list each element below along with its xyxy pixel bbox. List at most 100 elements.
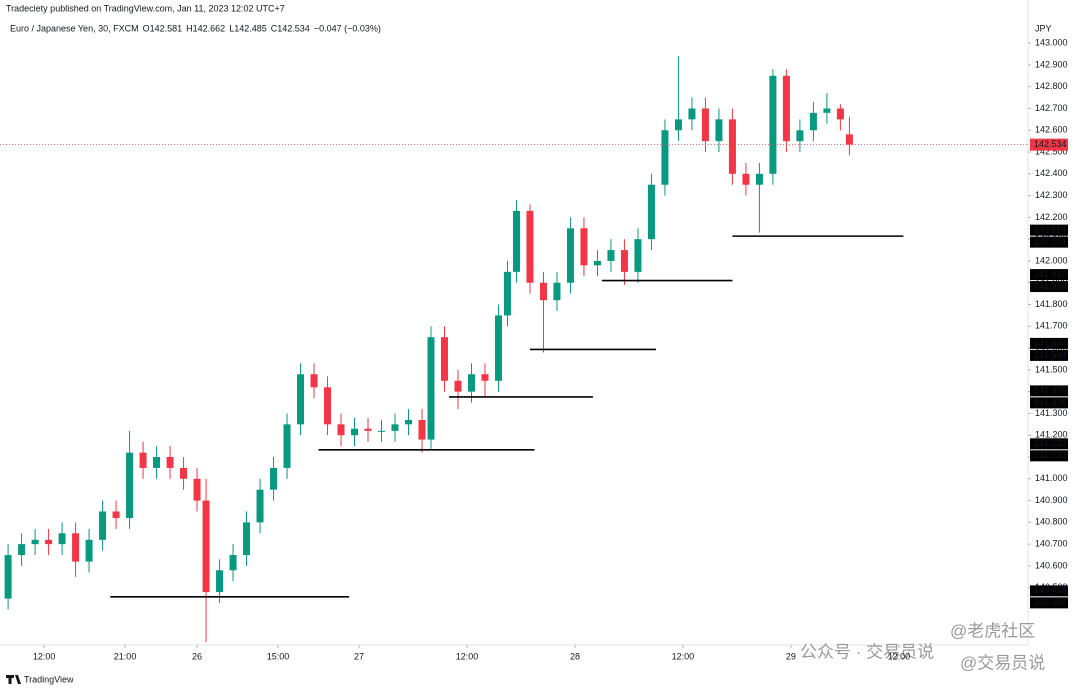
candle-body <box>418 419 426 440</box>
candle-body <box>297 374 305 425</box>
legend-value: 142.662 <box>193 23 226 33</box>
x-tick-label: 28 <box>570 651 580 661</box>
candle-body <box>85 539 93 562</box>
candle-body <box>31 539 39 545</box>
y-tick-label: 140.800 <box>1035 517 1068 527</box>
candle-body <box>193 478 201 501</box>
y-tick-label: 140.700 <box>1035 539 1068 549</box>
price-tag-label: 142.114 <box>1034 237 1066 247</box>
candle-body <box>256 489 264 523</box>
price-tag <box>1030 269 1068 281</box>
candle-body <box>823 108 831 113</box>
y-tick-label: 142.200 <box>1035 212 1068 222</box>
legend-key: O <box>143 23 150 33</box>
price-tag <box>1030 281 1068 293</box>
candle-body <box>324 387 332 425</box>
candle-body <box>4 555 12 599</box>
candle-body <box>796 130 804 142</box>
legend-key: L <box>229 23 234 33</box>
candle-body <box>688 108 696 120</box>
candle-body <box>647 184 655 240</box>
candle-body <box>539 282 547 301</box>
y-tick-label: 141.000 <box>1035 473 1068 483</box>
price-tag-label: 141.594 <box>1034 350 1067 360</box>
y-tick-label: 141.300 <box>1035 408 1068 418</box>
price-tag-label: 141.376 <box>1034 397 1067 407</box>
candle-body <box>229 555 237 571</box>
candle-body <box>202 500 210 593</box>
watermark: 公众号 · 交易员说 <box>800 642 934 661</box>
candle-body <box>166 457 174 468</box>
x-tick-label: 27 <box>354 651 364 661</box>
legend-key: C <box>271 23 278 33</box>
price-tag-label: 141.133 <box>1034 450 1067 460</box>
x-tick-label: 12:00 <box>672 651 695 661</box>
legend-value: 142.485 <box>234 23 267 33</box>
x-tick-label: 12:00 <box>33 651 56 661</box>
price-tag-label: 141.910 <box>1034 281 1067 291</box>
y-tick-label: 141.800 <box>1035 299 1068 309</box>
price-tag-label: 141.910 <box>1034 269 1067 279</box>
brand: TradingView <box>24 674 74 684</box>
y-tick-label: 142.400 <box>1035 168 1068 178</box>
candle-body <box>427 337 435 440</box>
price-tag <box>1030 236 1068 248</box>
y-tick-label: 143.000 <box>1035 38 1068 48</box>
candle-body <box>364 428 372 431</box>
price-tag <box>1030 397 1068 409</box>
x-tick-label: 29 <box>786 651 796 661</box>
price-tag <box>1030 585 1068 597</box>
last-price-label: 142.534 <box>1034 139 1067 149</box>
price-tag <box>1030 450 1068 462</box>
candle-body <box>593 260 601 266</box>
candle-body <box>99 511 107 540</box>
candle-body <box>620 250 628 272</box>
watermark: @老虎社区 <box>950 621 1035 640</box>
candle-body <box>580 228 588 266</box>
candle-body <box>391 424 399 431</box>
candle-body <box>72 533 80 562</box>
candle-body <box>139 452 147 468</box>
candle-body <box>715 119 723 142</box>
price-tag-label: 140.458 <box>1034 597 1067 607</box>
candle-body <box>769 75 777 174</box>
candle-body <box>18 544 26 556</box>
price-tag <box>1030 224 1068 236</box>
y-tick-label: 141.700 <box>1035 321 1068 331</box>
x-tick-label: 12:00 <box>456 651 479 661</box>
candle-body <box>494 315 502 381</box>
price-tag <box>1030 597 1068 609</box>
candle-body <box>126 452 134 519</box>
candle-body <box>180 467 188 479</box>
candle-body <box>809 112 817 131</box>
candle-body <box>701 108 709 142</box>
candle-body <box>351 428 359 436</box>
candle-body <box>454 380 462 392</box>
candle-body <box>553 282 561 301</box>
y-tick-label: 140.900 <box>1035 495 1068 505</box>
candle-body <box>634 239 642 272</box>
candle-body <box>45 539 53 545</box>
candle-body <box>243 522 251 556</box>
x-tick-label: 21:00 <box>114 651 137 661</box>
candle-body <box>526 210 534 283</box>
candle-body <box>378 430 386 432</box>
candle-body <box>512 210 520 272</box>
candle-body <box>270 467 278 490</box>
candle-body <box>283 424 291 468</box>
legend-value: −0.047 (−0.03%) <box>314 23 381 33</box>
candle-body <box>782 75 790 142</box>
candle-body <box>503 271 511 316</box>
legend-value: 142.581 <box>150 23 183 33</box>
candle-body <box>467 374 475 392</box>
price-tag-label: 141.133 <box>1034 438 1067 448</box>
candle-body <box>607 250 615 261</box>
candle-body <box>674 119 682 131</box>
publisher: Tradeciety published on TradingView.com,… <box>6 3 285 13</box>
price-tag-label: 140.458 <box>1034 585 1067 595</box>
currency: JPY <box>1035 23 1052 33</box>
watermark: @交易员说 <box>960 653 1045 672</box>
last-price-tag <box>1030 138 1068 151</box>
candle-body <box>310 374 318 388</box>
